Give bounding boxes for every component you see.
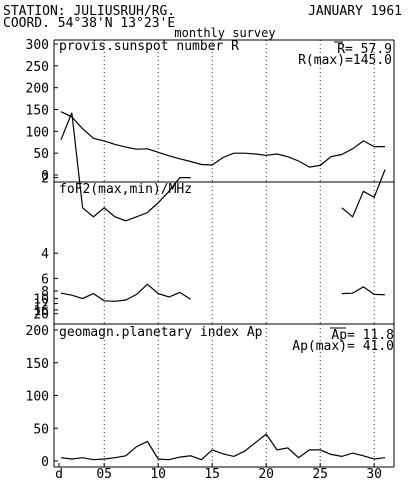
ap-max-annotation: Ap(max)= 41.0: [292, 339, 394, 354]
xtick-label: 10: [150, 467, 166, 480]
sunspot-mean-annotation: R= 57.9: [337, 42, 392, 57]
ytick-label: 2: [41, 172, 49, 187]
panel-3-data: 0 50 100 150 200: [26, 324, 386, 470]
ytick-label: 150: [26, 357, 49, 372]
ytick-label: 4: [41, 247, 49, 262]
ytick-label: 0: [41, 169, 49, 184]
ytick-label: 100: [26, 125, 49, 140]
ytick-label: 200: [26, 82, 49, 97]
ytick-label: 150: [26, 104, 49, 119]
xtick-label: 20: [258, 467, 274, 480]
ytick-label: 300: [26, 38, 49, 53]
ytick-label: 100: [26, 390, 49, 405]
station-label: STATION: JULIUSRUH/RG.: [3, 4, 175, 19]
series-line-2: [341, 169, 386, 218]
xtick-label: 25: [312, 467, 328, 480]
xtick-label: 15: [204, 467, 220, 480]
ytick-label: 10: [33, 293, 49, 308]
series-line-1: [60, 283, 191, 302]
ytick-label: 12: [33, 298, 49, 313]
ap-mean-annotation: Ap= 11.8: [331, 328, 394, 343]
ytick-label: 50: [33, 422, 49, 437]
sunspot-max-annotation: R(max)=145.0: [298, 53, 392, 68]
series-line-1: [60, 433, 386, 461]
xtick-label: 05: [96, 467, 112, 480]
series-line-1: [341, 286, 386, 296]
ap-panel: geomagn.planetary index Ap Ap= 11.8 Ap(m…: [59, 325, 394, 354]
ytick-label: 200: [26, 324, 49, 339]
sunspot-title: provis.sunspot number R: [59, 39, 239, 54]
x-axis: d 05 10 15 20 25 30: [55, 463, 382, 480]
ytick-label: 50: [33, 147, 49, 162]
panel-1-data: 0 50 100 150 200 250 300: [26, 38, 386, 184]
date-label: JANUARY 1961: [308, 4, 402, 19]
ap-title: geomagn.planetary index Ap: [59, 325, 263, 340]
fof2-title: foF2(max,min)/MHz: [59, 182, 192, 197]
fof2-panel: foF2(max,min)/MHz: [59, 182, 192, 197]
ytick-label: 250: [26, 60, 49, 75]
day-gridlines: [103, 40, 375, 467]
series-line-2: [60, 112, 191, 222]
sunspot-panel: provis.sunspot number R R= 57.9 R(max)=1…: [59, 39, 392, 68]
ytick-label: 20: [33, 308, 49, 323]
xtick-label: 30: [366, 467, 382, 480]
ytick-label: 0: [41, 455, 49, 470]
ytick-label: 6: [41, 272, 49, 287]
chart-frame: [53, 39, 395, 468]
xtick-label: d: [55, 467, 63, 480]
ytick-label: 8: [41, 285, 49, 300]
coord-label: COORD. 54°38'N 13°23'E: [3, 16, 175, 31]
subtitle-label: monthly survey: [174, 26, 275, 40]
series-line-1: [60, 111, 385, 168]
ytick-label: 16: [33, 304, 49, 319]
